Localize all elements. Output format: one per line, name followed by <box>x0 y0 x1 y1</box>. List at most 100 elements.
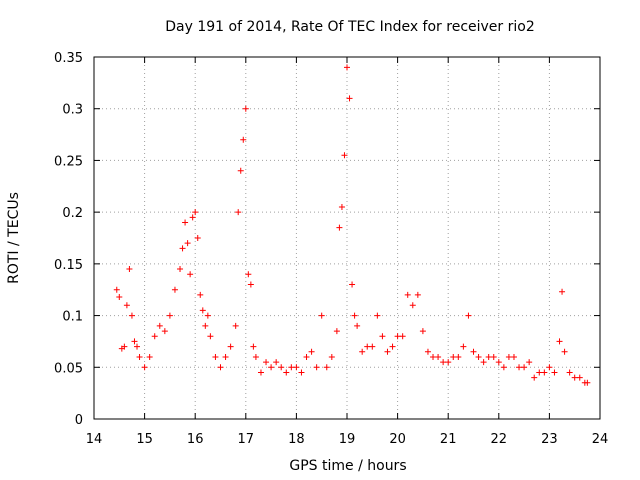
data-point <box>364 343 371 350</box>
data-point <box>359 348 366 355</box>
data-point <box>240 136 247 143</box>
x-tick-label: 14 <box>86 432 103 447</box>
data-point <box>179 245 186 252</box>
data-point <box>222 353 229 360</box>
data-point <box>576 374 583 381</box>
data-point <box>204 312 211 319</box>
data-point <box>194 235 201 241</box>
data-point <box>184 240 191 247</box>
data-point <box>409 302 416 309</box>
data-point <box>341 152 348 159</box>
data-point <box>113 286 120 293</box>
data-point <box>354 322 361 329</box>
data-point <box>141 364 148 371</box>
data-point <box>278 364 285 371</box>
data-point <box>584 379 591 386</box>
data-point <box>351 312 358 319</box>
data-point <box>445 359 452 366</box>
data-point <box>212 353 219 360</box>
data-point <box>394 333 401 340</box>
data-point <box>546 364 553 371</box>
data-point <box>197 291 204 298</box>
data-point <box>485 353 492 360</box>
data-point <box>283 369 290 376</box>
data-point <box>189 214 196 221</box>
x-tick-label: 15 <box>136 432 153 447</box>
data-point <box>247 281 254 288</box>
data-point <box>252 353 259 360</box>
y-tick-label: 0.35 <box>54 51 83 66</box>
data-point <box>293 364 300 371</box>
data-point <box>561 348 568 355</box>
y-tick-label: 0.1 <box>62 310 83 325</box>
data-point <box>136 353 143 360</box>
data-point <box>250 343 257 350</box>
data-point <box>182 219 189 226</box>
data-point <box>475 353 482 360</box>
data-point <box>336 224 343 231</box>
data-point <box>510 353 517 360</box>
data-point <box>199 307 206 314</box>
y-tick-label: 0.25 <box>54 154 83 169</box>
data-point <box>268 364 275 371</box>
x-tick-label: 18 <box>288 432 305 447</box>
x-tick-label: 17 <box>238 432 255 447</box>
data-point <box>521 364 528 371</box>
x-tick-label: 20 <box>389 432 406 447</box>
data-point <box>308 348 315 355</box>
x-tick-label: 22 <box>491 432 508 447</box>
x-tick-label: 23 <box>541 432 558 447</box>
data-point <box>369 343 376 350</box>
axis-ticks <box>93 56 601 420</box>
data-point <box>187 271 194 278</box>
data-point <box>384 348 391 355</box>
data-point <box>465 312 472 319</box>
data-point <box>128 312 135 319</box>
data-point <box>235 209 242 216</box>
data-point <box>404 291 411 298</box>
data-point <box>123 302 130 309</box>
data-point <box>455 353 462 360</box>
data-point <box>414 291 421 298</box>
data-point <box>313 364 320 371</box>
data-point <box>526 359 533 366</box>
data-point <box>126 266 133 273</box>
data-point <box>156 322 163 329</box>
data-point <box>116 293 123 300</box>
x-tick-label: 24 <box>592 432 609 447</box>
y-tick-label: 0.3 <box>62 103 83 118</box>
data-point <box>146 353 153 360</box>
data-point <box>500 364 507 371</box>
data-point <box>273 359 280 366</box>
data-point <box>237 167 244 174</box>
y-tick-labels: 0 0.05 0.1 0.15 0.2 0.25 0.3 0.35 <box>54 51 83 428</box>
data-point <box>419 328 426 335</box>
data-point <box>495 359 502 366</box>
data-point <box>161 328 168 335</box>
data-point <box>318 312 325 319</box>
data-point <box>207 333 214 340</box>
x-tick-labels: 14 15 16 17 18 19 20 21 22 23 24 <box>86 432 609 447</box>
data-point <box>242 105 249 112</box>
data-point <box>379 333 386 340</box>
data-point <box>227 343 234 350</box>
data-point <box>151 333 158 340</box>
data-point <box>338 203 345 210</box>
data-point <box>389 343 396 350</box>
data-point <box>288 364 295 371</box>
data-point <box>480 359 487 366</box>
data-point <box>435 353 442 360</box>
data-point <box>399 333 406 340</box>
x-tick-label: 16 <box>187 432 204 447</box>
data-point <box>202 322 209 329</box>
data-point <box>177 266 184 273</box>
data-point <box>134 343 141 350</box>
data-point <box>430 353 437 360</box>
data-point <box>559 288 566 295</box>
data-point <box>328 353 335 360</box>
data-point <box>374 312 381 319</box>
y-tick-label: 0 <box>75 413 83 428</box>
chart-title: Day 191 of 2014, Rate Of TEC Index for r… <box>165 19 535 35</box>
